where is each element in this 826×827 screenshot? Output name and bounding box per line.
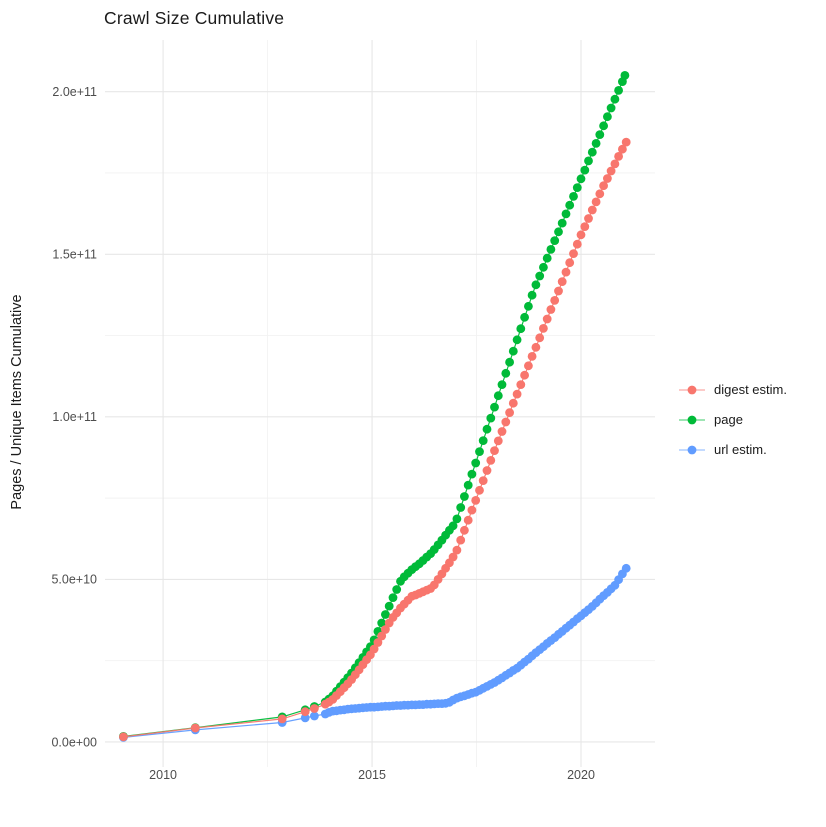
y-axis-title: Pages / Unique Items Cumulative (9, 294, 25, 510)
chart-title: Crawl Size Cumulative (104, 8, 285, 28)
y-tick-label: 1.0e+11 (52, 410, 97, 424)
legend: digest estim. page url estim. (678, 379, 787, 460)
y-tick-label: 0.0e+00 (51, 735, 97, 749)
x-tick-label: 2010 (149, 768, 177, 782)
y-tick-label: 1.5e+11 (52, 248, 97, 262)
legend-item-digest: digest estim. (678, 379, 787, 400)
legend-label: page (714, 412, 743, 427)
legend-key-dot-icon (679, 385, 705, 394)
x-tick-label: 2015 (358, 768, 386, 782)
series-url-estim (119, 563, 631, 742)
x-tick-label: 2020 (567, 768, 595, 782)
legend-key-dot-icon (679, 445, 705, 454)
legend-label: url estim. (714, 442, 767, 457)
major-gridlines (105, 40, 655, 767)
legend-key-dot-icon (679, 415, 705, 424)
legend-item-page: page (678, 409, 787, 430)
y-tick-label: 2.0e+11 (52, 85, 97, 99)
legend-item-url: url estim. (678, 439, 787, 460)
y-tick-label: 5.0e+10 (51, 573, 97, 587)
axis-tick-labels: 0.0e+00 5.0e+10 1.0e+11 1.5e+11 2.0e+11 2010 2… (51, 85, 595, 782)
minor-gridlines (105, 40, 655, 767)
legend-label: digest estim. (714, 382, 787, 397)
series-digest-estim (119, 137, 631, 742)
